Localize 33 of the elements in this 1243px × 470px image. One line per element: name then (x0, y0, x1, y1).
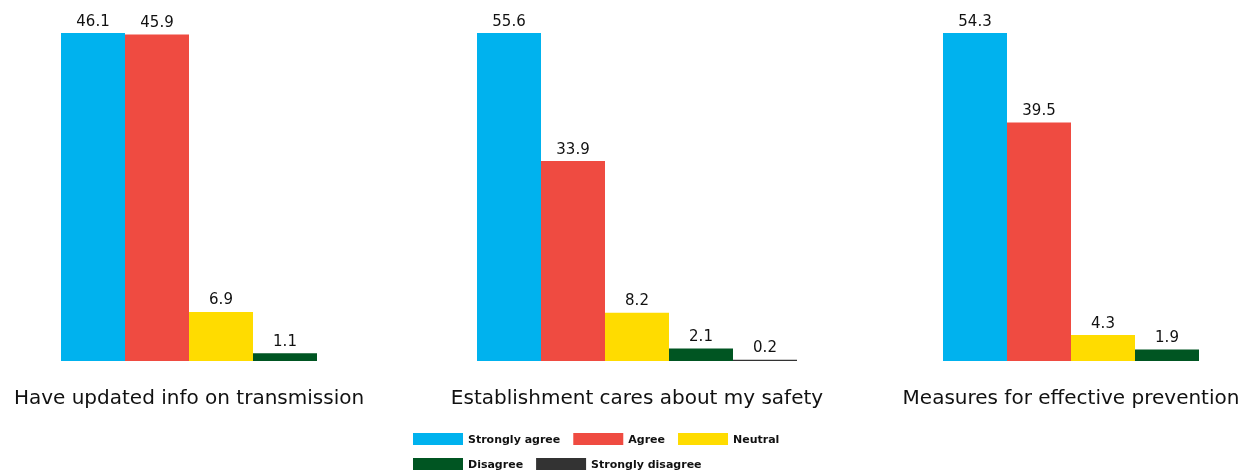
data-label: 8.2 (625, 291, 649, 310)
bar (1135, 349, 1199, 361)
data-label: 39.5 (1022, 100, 1056, 119)
legend-label: Disagree (468, 457, 524, 470)
bar (605, 312, 669, 361)
bar (1071, 335, 1135, 361)
data-label: 46.1 (76, 11, 110, 30)
data-label: 2.1 (689, 327, 713, 346)
bar (943, 33, 1007, 361)
bar (189, 311, 253, 361)
legend-label: Strongly agree (468, 432, 561, 446)
data-label: 45.9 (140, 12, 174, 31)
x-axis-title: Establishment cares about my safety (450, 385, 824, 409)
legend-label: Strongly disagree (591, 457, 702, 470)
bar (61, 33, 125, 361)
legend-label: Neutral (733, 432, 780, 446)
data-label: 6.9 (209, 290, 233, 309)
bar (1007, 122, 1071, 361)
data-label: 1.9 (1155, 328, 1179, 347)
x-axis-title: Measures for effective prevention (902, 385, 1240, 409)
data-label: 4.3 (1091, 313, 1115, 332)
data-label: 55.6 (492, 11, 526, 30)
bar (125, 34, 189, 361)
legend-label: Agree (628, 432, 666, 446)
data-label: 0.2 (753, 338, 777, 357)
data-label: 54.3 (958, 11, 992, 30)
bar (253, 353, 317, 361)
bar (669, 348, 733, 361)
bar (541, 161, 605, 361)
x-axis-title: Have updated info on transmission (13, 385, 365, 409)
bar (477, 33, 541, 361)
data-label: 33.9 (556, 139, 590, 158)
data-label: 1.1 (273, 331, 297, 350)
